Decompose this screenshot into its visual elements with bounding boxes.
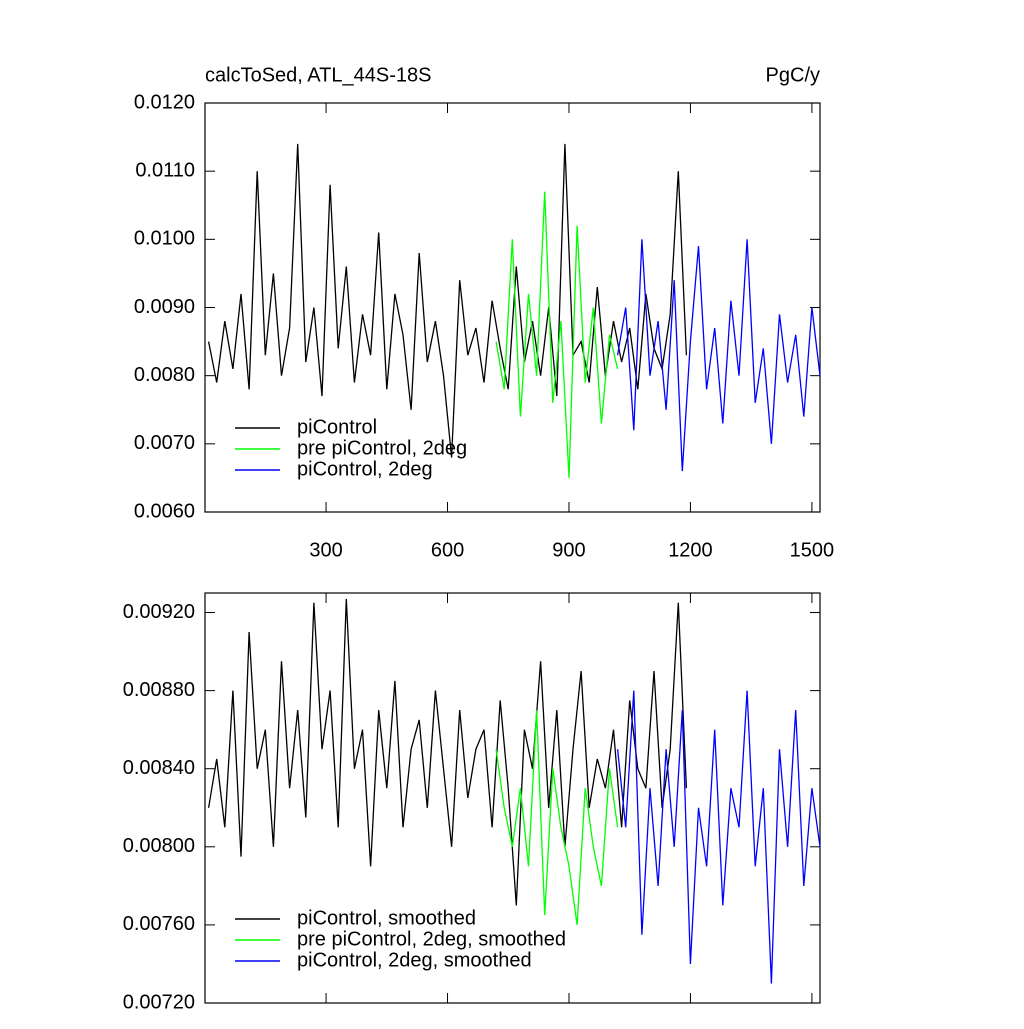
data-line	[207, 598, 688, 906]
data-line	[495, 710, 619, 925]
y-tick-label: 0.00840	[123, 757, 195, 779]
legend-label: piControl	[297, 416, 377, 438]
y-tick-label: 0.0110	[135, 159, 195, 181]
legend-label: pre piControl, 2deg, smoothed	[297, 928, 566, 950]
x-tick-label: 1200	[668, 539, 713, 561]
data-line	[207, 143, 688, 458]
y-tick-label: 0.0070	[134, 432, 195, 454]
x-tick-label: 300	[309, 539, 342, 561]
legend-label: piControl, 2deg	[297, 458, 433, 480]
x-tick-label: 600	[431, 539, 464, 561]
y-tick-label: 0.00920	[123, 601, 195, 623]
legend-label: piControl, smoothed	[297, 907, 476, 929]
data-line	[495, 191, 619, 478]
data-line	[616, 690, 821, 984]
y-tick-label: 0.0100	[134, 228, 195, 250]
legend-label: piControl, 2deg, smoothed	[297, 949, 532, 971]
legend-label: pre piControl, 2deg	[297, 437, 467, 459]
data-line	[616, 239, 821, 472]
y-tick-label: 0.00880	[123, 679, 195, 701]
y-tick-label: 0.0090	[134, 296, 195, 318]
x-tick-label: 1500	[790, 539, 835, 561]
chart-title: calcToSed, ATL_44S-18S	[205, 64, 431, 86]
y-tick-label: 0.00760	[123, 913, 195, 935]
units-label: PgC/y	[766, 64, 820, 86]
y-tick-label: 0.0120	[134, 91, 195, 113]
y-tick-label: 0.00800	[123, 835, 195, 857]
y-tick-label: 0.0060	[134, 500, 195, 522]
y-tick-label: 0.0080	[134, 364, 195, 386]
x-tick-label: 900	[552, 539, 585, 561]
y-tick-label: 0.00720	[123, 991, 195, 1013]
plot-frame	[204, 592, 821, 1004]
